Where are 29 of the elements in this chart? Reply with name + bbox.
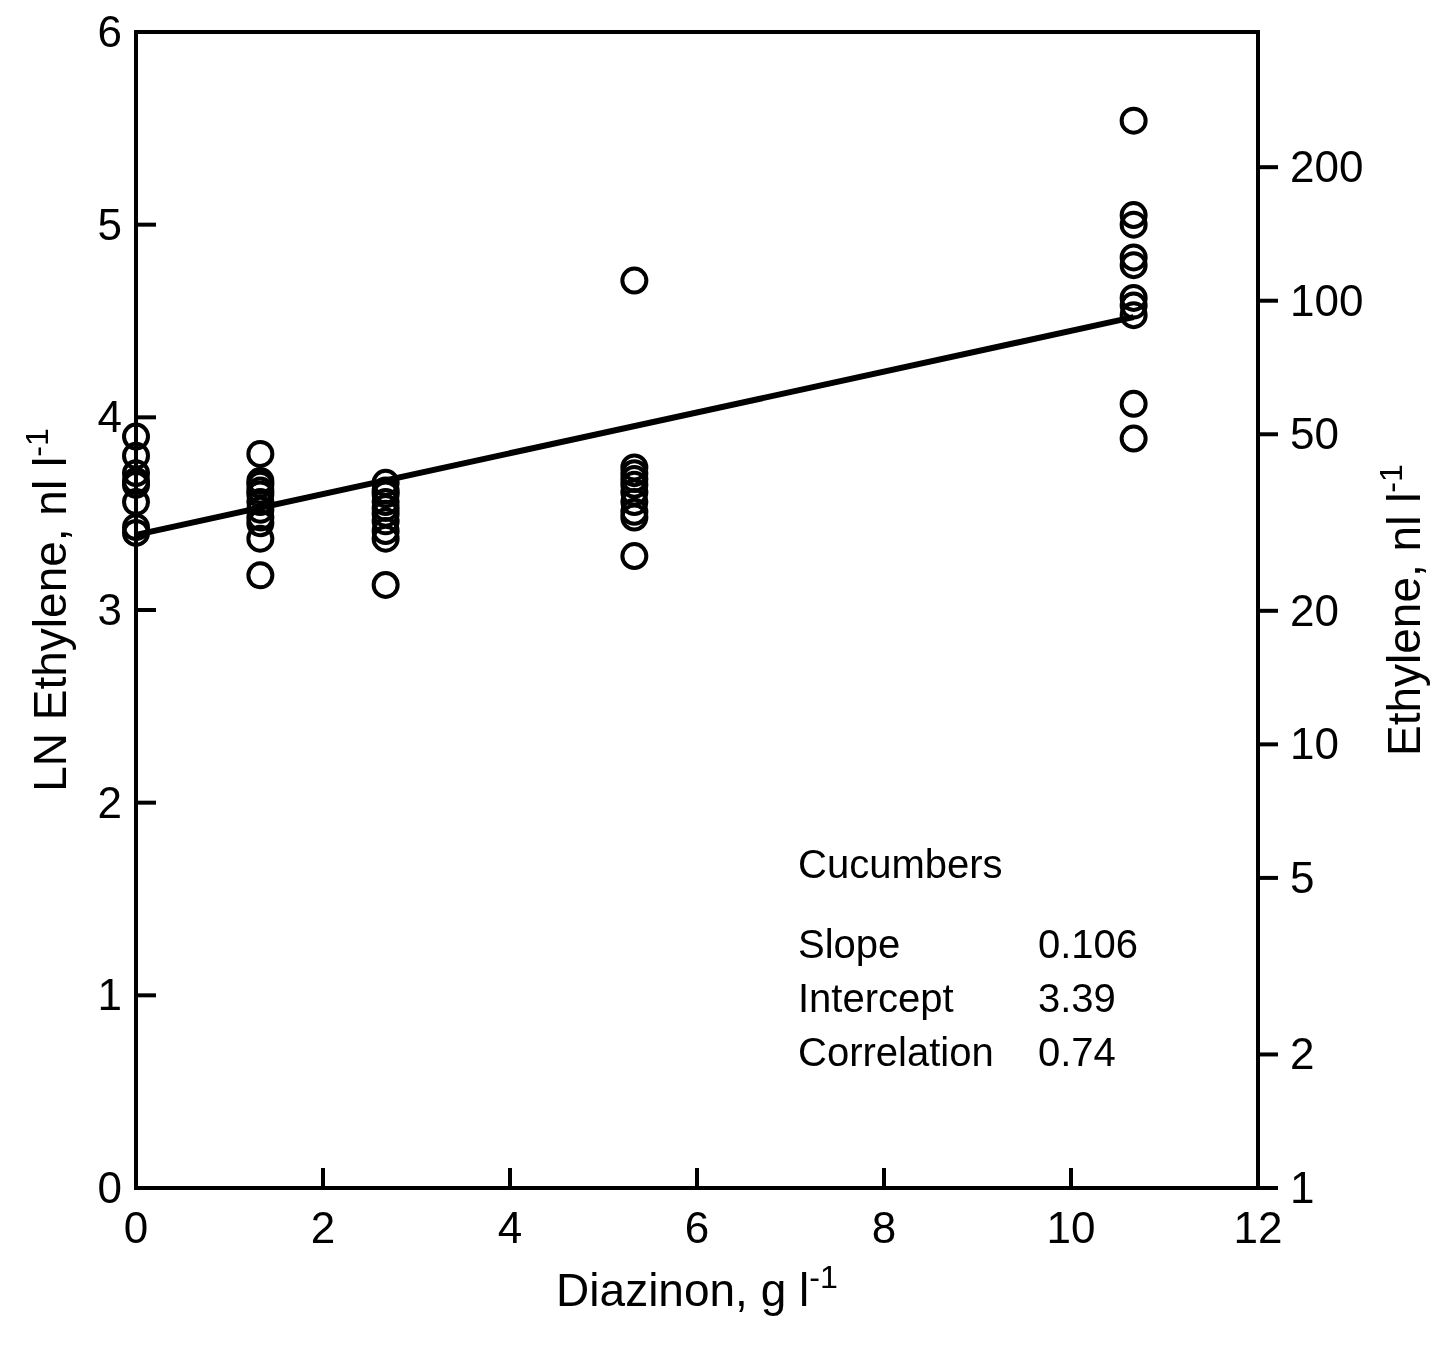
x-tick-label: 2	[310, 1203, 336, 1252]
y-tick-label: 1	[97, 970, 122, 1020]
y2-tick-label: 2	[1290, 1029, 1315, 1079]
y-tick-label: 2	[97, 777, 122, 827]
y-tick-label: 6	[97, 7, 122, 56]
y2-tick-label: 1	[1290, 1163, 1315, 1212]
x-axis-title: Diazinon, g l$^{-1}$	[556, 1259, 838, 1316]
x-tick-label: 6	[684, 1203, 710, 1252]
y2-tick-label: 100	[1290, 275, 1364, 325]
annotation: Correlation	[798, 1030, 994, 1074]
y-tick-label: 0	[97, 1163, 122, 1212]
y2-tick-label: 50	[1290, 409, 1339, 459]
x-tick-label: 4	[497, 1203, 523, 1252]
annotation: Cucumbers	[798, 842, 1003, 886]
y2-tick-label: 10	[1290, 719, 1339, 769]
x-tick-label: 10	[1046, 1203, 1096, 1252]
annotation: 3.39	[1038, 976, 1116, 1020]
y-tick-label: 3	[97, 585, 122, 634]
y-tick-label: 4	[97, 392, 122, 442]
annotation: 0.74	[1038, 1030, 1116, 1074]
y2-tick-label: 20	[1290, 585, 1339, 635]
y-tick-label: 5	[97, 199, 122, 249]
y2-tick-label: 200	[1290, 142, 1364, 192]
annotation: 0.106	[1038, 922, 1139, 966]
x-tick-label: 12	[1233, 1203, 1283, 1252]
annotation: Intercept	[798, 976, 954, 1020]
y2-tick-label: 5	[1290, 852, 1315, 902]
x-tick-label: 8	[871, 1203, 897, 1252]
annotation: Slope	[798, 922, 901, 966]
